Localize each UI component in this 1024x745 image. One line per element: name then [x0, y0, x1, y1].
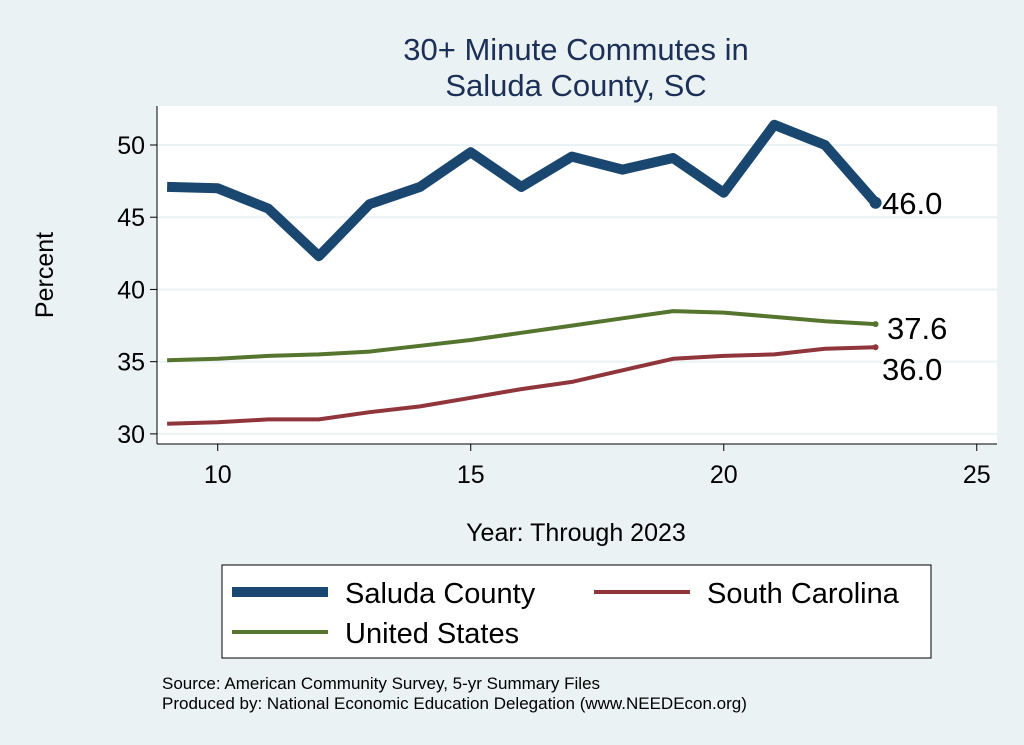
grid-lines: [157, 144, 997, 435]
legend: Saluda County South Carolina United Stat…: [221, 564, 932, 659]
legend-label-united-states: United States: [345, 618, 519, 650]
x-tick-label-10: 10: [204, 461, 232, 489]
end-label-south-carolina: 36.0: [882, 352, 942, 387]
end-point-south-carolina: [872, 344, 879, 351]
legend-label-south-carolina: South Carolina: [707, 578, 900, 610]
y-tick-label-35: 35: [117, 349, 145, 377]
series-line-united-states: [167, 309, 876, 363]
series-layer: [166, 119, 880, 426]
y-tick-label-40: 40: [117, 276, 145, 304]
y-tick-label-30: 30: [117, 421, 145, 449]
end-point-saluda-county: [869, 196, 882, 209]
y-axis-title: Percent: [31, 232, 59, 318]
end-labels: 46.0 36.0 37.6: [869, 186, 947, 387]
legend-label-saluda-county: Saluda County: [345, 578, 536, 610]
y-tick-label-50: 50: [117, 132, 145, 160]
chart-title-line-2: Saluda County, SC: [445, 68, 706, 103]
axes: 30 35 40 45 50 10 15 20 25: [117, 106, 997, 489]
end-label-saluda-county: 46.0: [882, 186, 942, 221]
end-point-united-states: [872, 321, 879, 328]
end-label-united-states: 37.6: [887, 311, 947, 346]
x-tick-label-25: 25: [963, 461, 991, 489]
series-line-saluda-county: [166, 119, 880, 262]
source-note: Source: American Community Survey, 5-yr …: [162, 674, 600, 693]
series-line-south-carolina: [167, 345, 876, 426]
y-tick-label-45: 45: [117, 204, 145, 232]
x-tick-label-20: 20: [710, 461, 738, 489]
x-tick-label-15: 15: [457, 461, 485, 489]
chart-title: 30+ Minute Commutes in Saluda County, SC: [403, 32, 748, 103]
x-axis-title: Year: Through 2023: [466, 519, 686, 547]
legend-box: [221, 564, 932, 659]
chart-title-line-1: 30+ Minute Commutes in: [403, 32, 748, 67]
produced-by-note: Produced by: National Economic Education…: [162, 694, 747, 713]
